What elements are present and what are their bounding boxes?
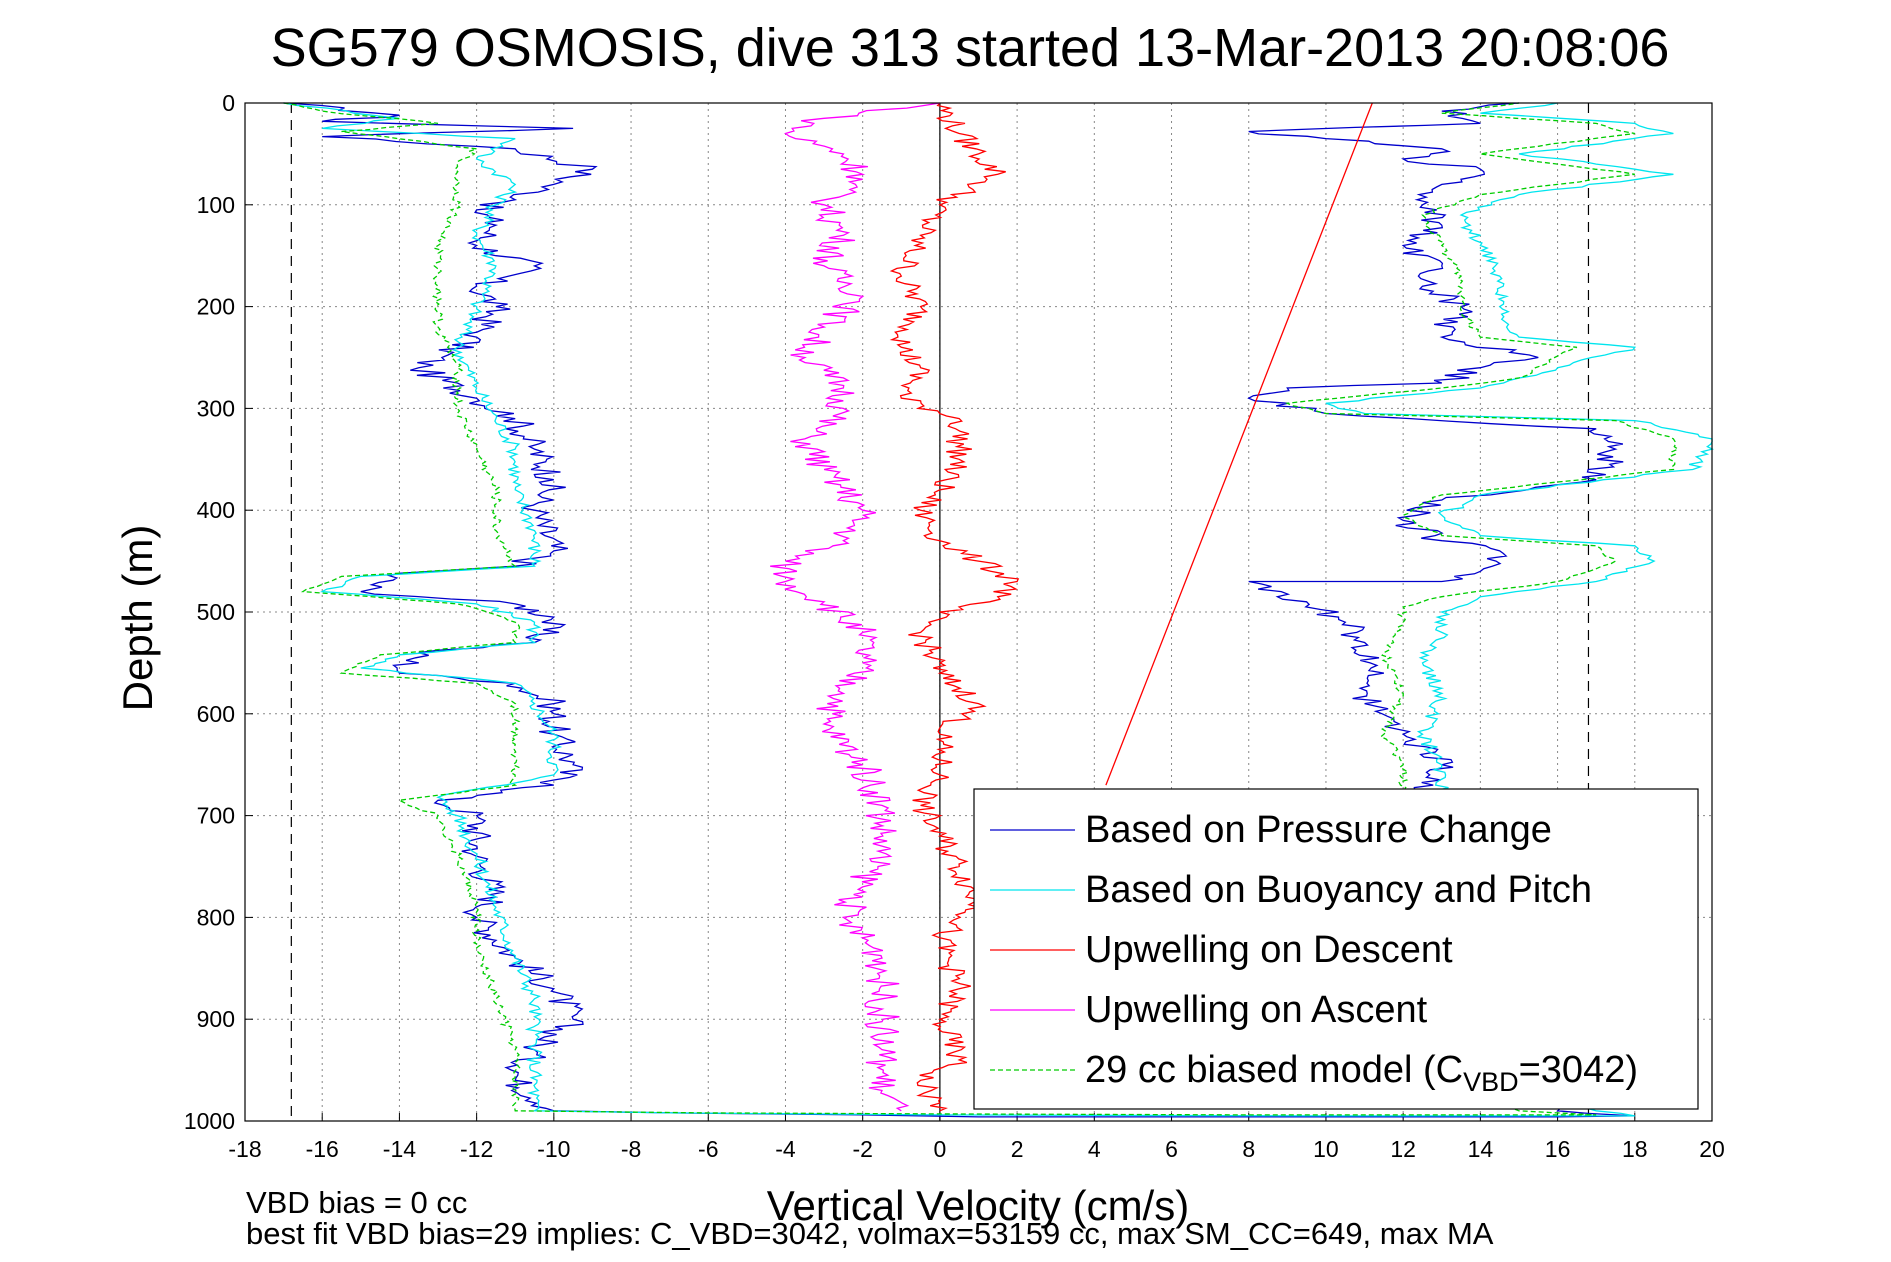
y-tick-label: 600 [197,701,235,727]
x-tick-label: -8 [621,1136,641,1162]
x-tick-label: 2 [1011,1136,1024,1162]
y-tick-label: 700 [197,803,235,829]
y-tick-label: 0 [222,90,235,116]
series-line [770,102,941,1112]
x-tick-label: -16 [306,1136,339,1162]
legend-label: 29 cc biased model (CVBD=3042) [1085,1049,1638,1097]
x-tick-label: 18 [1622,1136,1648,1162]
y-tick-label: 200 [197,294,235,320]
legend-label: Upwelling on Descent [1085,929,1453,971]
footnote-best-fit: best fit VBD bias=29 implies: C_VBD=3042… [246,1216,1494,1251]
y-tick-label: 800 [197,904,235,930]
x-axis-label: Vertical Velocity (cm/s) [767,1182,1189,1229]
x-tick-label: 0 [933,1136,946,1162]
legend: Based on Pressure Change Based on Buoyanc… [973,788,1699,1110]
x-tick-label: -18 [228,1136,261,1162]
x-tick-label: -12 [460,1136,493,1162]
y-tick-label: 100 [197,192,235,218]
x-tick-label: 10 [1313,1136,1339,1162]
x-tick-label: 4 [1088,1136,1101,1162]
plot-frame [244,102,1713,1122]
y-tick-labels: 0 100 200 300 400 500 600 700 800 900 1000 [184,90,235,1134]
footnote-vbd-bias: VBD bias = 0 cc [246,1185,467,1220]
y-axis-label: Depth (m) [114,525,161,712]
series-line [1105,102,1373,786]
series-line [889,102,1020,1112]
y-tick-label: 900 [197,1006,235,1032]
y-tick-label: 1000 [184,1108,235,1134]
y-tick-label: 500 [197,599,235,625]
x-tick-label: 20 [1699,1136,1725,1162]
x-tick-label: -14 [383,1136,416,1162]
x-tick-label: -10 [537,1136,570,1162]
legend-label: Based on Buoyancy and Pitch [1085,869,1592,911]
x-tick-label: 6 [1165,1136,1178,1162]
x-tick-label: 14 [1468,1136,1494,1162]
x-tick-labels: -18 -16 -14 -12 -10 -8 -6 -4 -2 0 2 4 6 8 10 12 14 16 18 20 [228,1136,1724,1162]
series-line [283,102,1680,1116]
x-tick-label: -4 [775,1136,796,1162]
legend-box [973,788,1699,1110]
legend-label: Upwelling on Ascent [1085,989,1428,1031]
x-tick-label: 16 [1545,1136,1571,1162]
x-tick-label: -2 [852,1136,872,1162]
x-tick-label: 8 [1242,1136,1255,1162]
y-tick-label: 300 [197,395,235,421]
y-tick-label: 400 [197,497,235,523]
legend-label: Based on Pressure Change [1085,809,1552,851]
x-tick-label: -6 [698,1136,718,1162]
x-tick-label: 12 [1390,1136,1416,1162]
chart-title: SG579 OSMOSIS, dive 313 started 13-Mar-2… [271,18,1670,78]
series-line [283,102,1635,1118]
series-lines [283,102,1715,1118]
